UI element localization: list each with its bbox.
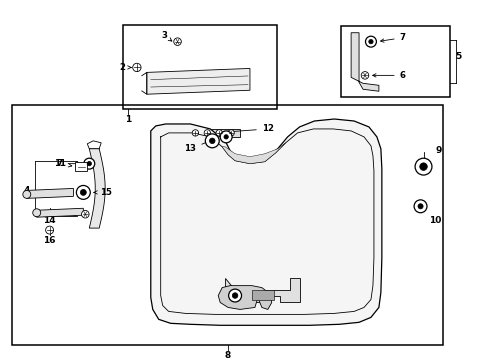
- Text: 10: 10: [428, 216, 441, 225]
- Text: 5: 5: [454, 52, 460, 61]
- Polygon shape: [350, 33, 378, 91]
- Circle shape: [361, 72, 368, 79]
- Circle shape: [192, 130, 198, 136]
- Circle shape: [173, 38, 181, 45]
- Text: 14: 14: [43, 216, 56, 225]
- Bar: [12, 105, 443, 345]
- Circle shape: [220, 131, 232, 143]
- Text: 1: 1: [124, 114, 131, 123]
- Circle shape: [414, 158, 431, 175]
- Bar: [251, 289, 273, 300]
- Circle shape: [365, 36, 376, 47]
- Polygon shape: [37, 208, 83, 217]
- Circle shape: [76, 185, 90, 199]
- Circle shape: [224, 135, 228, 139]
- Text: 4: 4: [23, 186, 30, 195]
- Circle shape: [203, 130, 210, 136]
- Circle shape: [368, 40, 372, 44]
- Circle shape: [419, 163, 427, 170]
- Text: 6: 6: [372, 71, 405, 80]
- Polygon shape: [150, 119, 381, 325]
- Circle shape: [413, 200, 426, 213]
- Text: 11: 11: [53, 159, 72, 168]
- Text: 3: 3: [162, 31, 171, 41]
- Circle shape: [81, 211, 89, 218]
- Circle shape: [83, 158, 95, 169]
- Text: 15: 15: [94, 188, 112, 197]
- Circle shape: [209, 138, 215, 144]
- Text: 7: 7: [380, 33, 405, 42]
- Circle shape: [232, 293, 237, 298]
- Text: 8: 8: [224, 351, 230, 360]
- Polygon shape: [89, 149, 105, 228]
- Circle shape: [33, 209, 41, 217]
- Circle shape: [205, 134, 219, 148]
- Polygon shape: [222, 143, 285, 164]
- Text: 13: 13: [184, 140, 211, 153]
- Polygon shape: [185, 129, 240, 137]
- Circle shape: [45, 226, 54, 234]
- Circle shape: [228, 289, 241, 302]
- Text: 7: 7: [56, 159, 81, 168]
- Bar: [75, 162, 87, 171]
- Polygon shape: [218, 285, 271, 310]
- Circle shape: [227, 130, 234, 136]
- Text: 16: 16: [43, 235, 56, 244]
- Polygon shape: [27, 188, 73, 198]
- Polygon shape: [224, 278, 299, 302]
- Circle shape: [216, 130, 222, 136]
- Circle shape: [87, 162, 91, 166]
- Circle shape: [132, 63, 141, 72]
- Text: 6: 6: [48, 210, 78, 219]
- Polygon shape: [146, 68, 249, 94]
- Text: 9: 9: [434, 146, 441, 155]
- Bar: [123, 25, 276, 109]
- Circle shape: [23, 190, 31, 198]
- Bar: [341, 26, 449, 97]
- Circle shape: [417, 204, 422, 209]
- Text: 12: 12: [217, 125, 273, 134]
- Text: 2: 2: [119, 63, 131, 72]
- Circle shape: [80, 189, 86, 195]
